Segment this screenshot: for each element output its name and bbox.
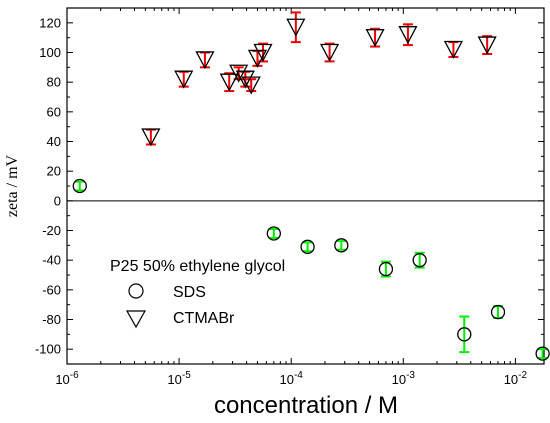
ctmabr-point [241, 76, 261, 95]
y-tick-label: 120 [39, 15, 61, 30]
legend-ctmabr-marker [125, 310, 147, 329]
x-tick-label: 10-6 [55, 370, 79, 387]
y-tick-label: 20 [47, 164, 61, 179]
x-tick-label-base: 10 [280, 372, 294, 387]
legend-sds-marker [128, 283, 144, 299]
sds-point [72, 178, 87, 194]
sds-point [300, 239, 315, 254]
ctmabr-point [319, 43, 340, 62]
x-axis-ticks: 10-6 10-5 10-4 10-3 10-2 [55, 8, 527, 387]
ctmabr-point [477, 36, 497, 55]
x-tick-label: 10-4 [280, 370, 304, 387]
ctmabr-point [219, 73, 239, 92]
x-tick-label-base: 10 [392, 372, 406, 387]
error-bars [74, 11, 548, 360]
ctmabr-point [229, 64, 249, 83]
x-tick-label-exponent: -6 [70, 370, 79, 381]
y-tick-label: -60 [42, 282, 61, 297]
y-tick-label: 60 [47, 104, 61, 119]
y-tick-label: 100 [39, 45, 61, 60]
sds-point [490, 304, 506, 320]
y-tick-label: 0 [54, 193, 61, 208]
y-axis-label: zeta / mV [4, 154, 21, 217]
sds-point [457, 327, 472, 342]
x-tick-label-exponent: -4 [294, 370, 303, 381]
x-tick-label-base: 10 [55, 372, 69, 387]
x-tick-label-exponent: -3 [406, 370, 415, 381]
ctmabr-point [235, 70, 255, 89]
data-markers [72, 18, 550, 361]
ctmabr-point [253, 43, 273, 62]
sds-point [412, 253, 427, 268]
legend-sds-label: SDS [173, 284, 206, 301]
legend-title: P25 50% ethylene glycol [110, 258, 285, 275]
y-tick-label: 80 [47, 75, 61, 90]
ctmabr-point [365, 29, 385, 48]
ctmabr-point [443, 40, 463, 59]
sds-point [266, 226, 281, 241]
y-axis-ticks: -100 -80 -60 -40 -20 0 20 40 60 80 100 120 [35, 7, 544, 365]
x-axis-label: concentration / M [214, 392, 398, 419]
x-tick-label-exponent: -2 [518, 370, 527, 381]
x-tick-label: 10-5 [167, 370, 191, 387]
y-tick-label: -20 [42, 223, 61, 238]
sds-point [535, 346, 550, 361]
y-tick-label: 40 [47, 134, 61, 149]
x-tick-label-base: 10 [167, 372, 181, 387]
legend-ctmabr-label: CTMABr [173, 310, 235, 327]
x-tick-label: 10-3 [392, 370, 416, 387]
sds-point [378, 261, 394, 277]
ctmabr-point [398, 26, 418, 45]
x-tick-label-base: 10 [504, 372, 518, 387]
ctmabr-point [141, 128, 161, 147]
y-tick-label: -100 [35, 342, 61, 357]
ctmabr-point [286, 18, 306, 37]
ctmabr-point [174, 70, 194, 89]
legend: P25 50% ethylene glycol SDS CTMABr [110, 258, 285, 329]
y-tick-label: -80 [42, 312, 61, 327]
sds-point [334, 238, 349, 253]
y-tick-label: -40 [42, 253, 61, 268]
x-tick-label-exponent: -5 [182, 370, 191, 381]
ctmabr-point [195, 51, 215, 70]
x-tick-label: 10-2 [504, 370, 528, 387]
